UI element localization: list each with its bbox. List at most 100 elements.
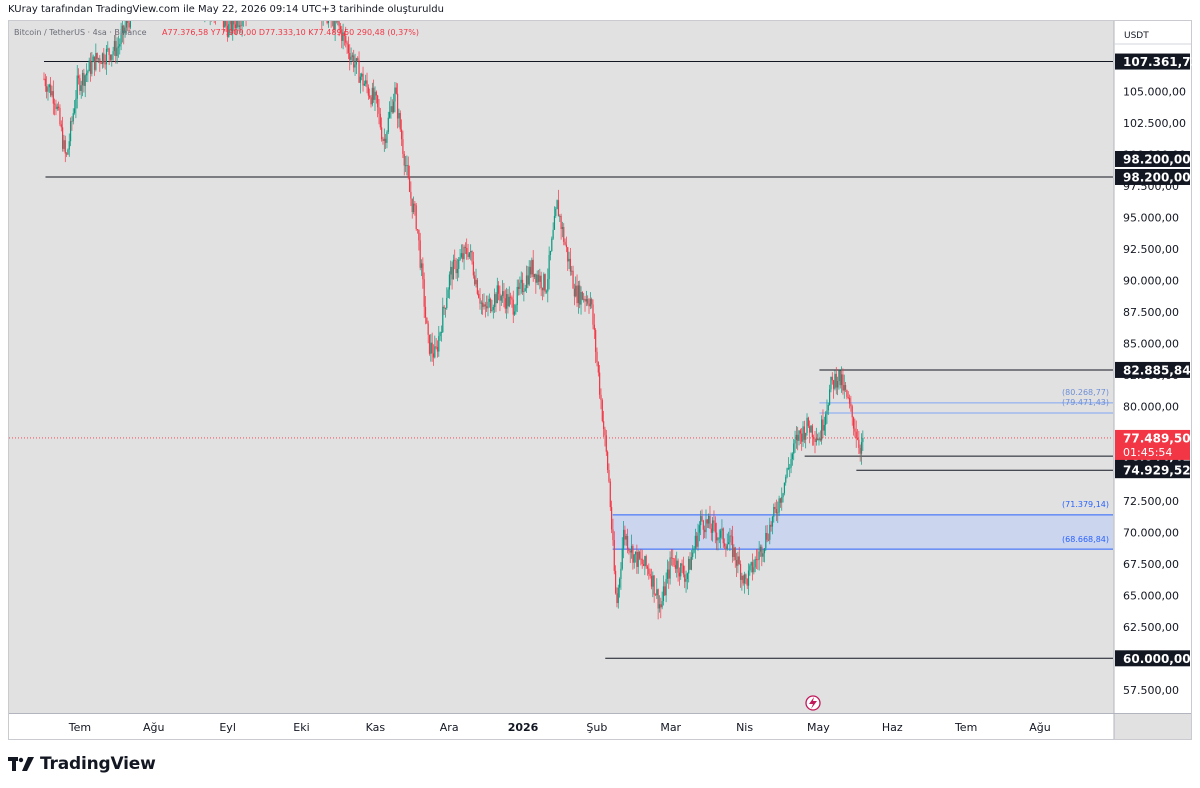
candle-body [733, 547, 735, 557]
candle-body [767, 539, 770, 541]
tradingview-brand[interactable]: TradingView [40, 754, 156, 774]
candle-body [251, 0, 252, 11]
candle-body [398, 113, 400, 119]
candle-body [670, 557, 673, 559]
candle-body [697, 532, 699, 547]
candle-body [599, 372, 601, 395]
candle-body [714, 523, 716, 533]
candle-body [125, 21, 128, 28]
fib-label: (80.268,77) [1062, 388, 1109, 397]
candle-body [504, 298, 506, 309]
level-price-label: 74.929,52 [1123, 464, 1191, 478]
candle-body [499, 293, 501, 301]
candle-body [216, 17, 217, 20]
candle-body [848, 397, 851, 404]
candle-body [694, 535, 696, 549]
candle-body [494, 294, 496, 308]
candle-body [652, 575, 654, 587]
candle-body [739, 563, 742, 580]
candle-body [359, 76, 361, 83]
legend-ohlc: A77.376,58 Y77.900,00 D77.333,10 K77.489… [162, 28, 419, 37]
candle-body [718, 537, 720, 539]
candle-body [466, 247, 468, 255]
candle-body [815, 438, 817, 442]
candle-body [247, 2, 248, 18]
candle-body [89, 60, 92, 74]
candle-body [729, 535, 731, 543]
candle-body [342, 32, 344, 41]
candle-body [648, 568, 650, 574]
candle-body [229, 21, 231, 25]
candle-body [689, 558, 691, 570]
candle-body [698, 525, 700, 533]
candle-body [862, 437, 864, 443]
candle-body [458, 259, 460, 269]
candle-body [855, 431, 857, 439]
candle-body [705, 519, 707, 533]
candle-body [236, 21, 238, 28]
candle-body [616, 593, 618, 604]
candle-body [579, 285, 581, 305]
candle-body [544, 274, 546, 292]
candle-body [801, 433, 803, 442]
candle-body [761, 546, 763, 557]
candle-body [43, 78, 45, 80]
candle-body [75, 98, 77, 109]
candle-body [422, 263, 424, 280]
candle-body [661, 601, 663, 608]
candle-body [479, 297, 481, 304]
candle-body [810, 425, 812, 433]
candle-body [407, 165, 409, 177]
candle-body [50, 84, 52, 96]
candle-body [640, 558, 642, 560]
candle-body [220, 13, 221, 15]
candle-body [747, 570, 750, 586]
level-price-tag [1115, 150, 1190, 167]
fib-label: (79.471,43) [1062, 398, 1109, 407]
x-tick-label: Tem [68, 721, 91, 734]
candle-body [353, 55, 355, 68]
candle-body [704, 529, 706, 533]
y-tick-label: 67.500,00 [1123, 558, 1179, 571]
candle-body [829, 389, 831, 405]
candle-body [850, 403, 852, 407]
candle-body [607, 451, 609, 470]
candle-body [577, 285, 579, 304]
candle-body [81, 72, 84, 86]
candle-body [414, 203, 416, 206]
candle-body [700, 516, 702, 526]
y-tick-label: 65.000,00 [1123, 589, 1179, 602]
candle-body [105, 48, 108, 65]
candle-body [386, 131, 388, 143]
candle-body [120, 33, 122, 44]
candle-body [395, 87, 397, 94]
candle-body [720, 530, 722, 538]
candle-body [212, 9, 213, 12]
candle-body [367, 87, 369, 96]
candle-body [430, 342, 432, 354]
candle-body [618, 579, 621, 588]
candle-body [379, 113, 381, 128]
candle-body [548, 254, 550, 280]
x-tick-label: Eki [293, 721, 309, 734]
candle-body [755, 559, 758, 560]
candle-body [424, 306, 427, 318]
candle-body [662, 586, 665, 602]
candle-body [783, 482, 786, 494]
candle-body [653, 575, 655, 595]
candle-body [96, 53, 98, 60]
candle-body [480, 302, 482, 304]
tradingview-logo-icon [8, 757, 34, 771]
candle-body [389, 111, 391, 118]
currency-label: USDT [1124, 31, 1149, 41]
candle-body [355, 58, 357, 65]
candle-body [790, 458, 792, 468]
candle-body [366, 80, 368, 88]
candle-body [730, 535, 732, 537]
candle-body [335, 21, 338, 22]
candle-body [476, 279, 478, 294]
candle-body [769, 524, 771, 540]
candle-body [568, 258, 570, 262]
candle-body [225, 21, 227, 26]
